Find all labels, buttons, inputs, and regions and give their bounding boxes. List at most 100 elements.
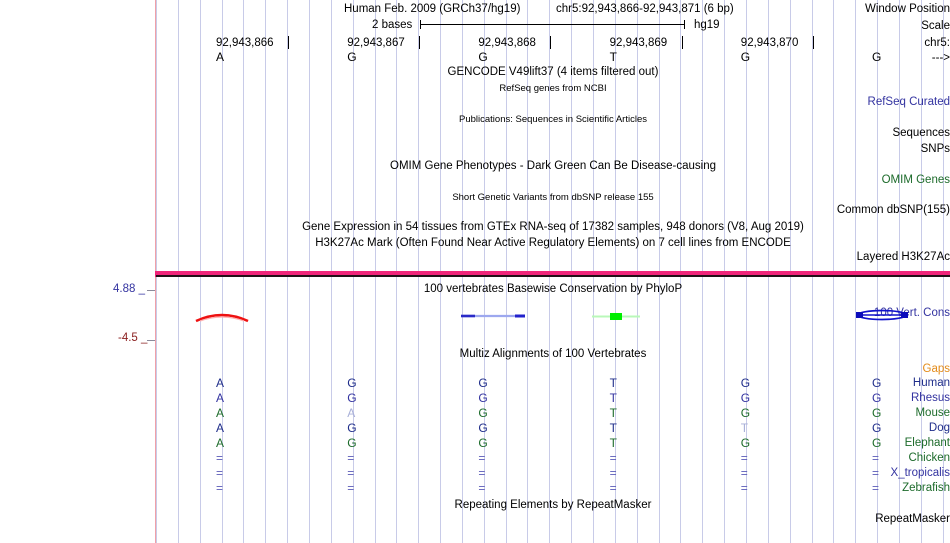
ruler-tick-mark bbox=[419, 36, 421, 49]
alignment-base: G bbox=[872, 406, 882, 420]
ruler-tick-label: 92,943,867 bbox=[347, 37, 405, 49]
track-title-refseq-ncbi[interactable]: RefSeq genes from NCBI bbox=[499, 83, 607, 94]
alignment-gap: = bbox=[347, 466, 355, 480]
ruler-tick-label: 92,943,870 bbox=[740, 37, 799, 49]
scale-bar-text: 2 bases bbox=[372, 19, 413, 31]
track-title-publications[interactable]: Publications: Sequences in Scientific Ar… bbox=[459, 114, 647, 125]
row-label-chrom: chr5: bbox=[924, 37, 950, 49]
ruler-tick-mark bbox=[812, 36, 814, 49]
alignment-base: G bbox=[478, 391, 488, 405]
row-label-scale: Scale bbox=[921, 20, 950, 32]
assembly-db-label: hg19 bbox=[694, 19, 720, 31]
alignment-base: T bbox=[609, 391, 617, 405]
alignment-base: A bbox=[216, 421, 225, 435]
row-label-100-vert-cons[interactable]: 100 Vert. Cons bbox=[873, 307, 950, 319]
alignment-base: G bbox=[872, 391, 882, 405]
reference-base: A bbox=[216, 50, 225, 64]
alignment-base: G bbox=[478, 436, 488, 450]
alignment-base: G bbox=[740, 436, 751, 450]
track-title-repeatmasker[interactable]: Repeating Elements by RepeatMasker bbox=[454, 499, 652, 511]
scale-bar bbox=[420, 20, 685, 29]
alignment-base: A bbox=[347, 406, 356, 420]
alignment-base: G bbox=[872, 421, 882, 435]
row-label-snps[interactable]: SNPs bbox=[920, 143, 950, 155]
ruler-tick-label: 92,943,869 bbox=[609, 37, 668, 49]
alignment-base: T bbox=[609, 376, 617, 390]
alignment-gap: = bbox=[347, 481, 355, 495]
track-title-phylop[interactable]: 100 vertebrates Basewise Conservation by… bbox=[423, 283, 683, 295]
species-label-human[interactable]: Human bbox=[912, 377, 950, 389]
species-label-elephant[interactable]: Elephant bbox=[904, 437, 950, 449]
species-label-chicken[interactable]: Chicken bbox=[908, 452, 950, 464]
row-label-gaps[interactable]: Gaps bbox=[922, 363, 950, 375]
alignment-base: G bbox=[347, 421, 357, 435]
cons-axis-min-value: -4.5 bbox=[118, 332, 138, 344]
alignment-base: G bbox=[740, 406, 751, 420]
alignment-gap: = bbox=[740, 466, 748, 480]
alignment-gap: = bbox=[740, 481, 748, 495]
alignment-base: T bbox=[740, 421, 749, 435]
cons-glyph-blue-ellipse bbox=[856, 309, 908, 321]
cons-glyph-green-block bbox=[592, 313, 640, 320]
track-title-omim[interactable]: OMIM Gene Phenotypes - Dark Green Can Be… bbox=[390, 160, 716, 172]
alignment-gap: = bbox=[478, 481, 486, 495]
alignment-base: T bbox=[609, 406, 617, 420]
alignment-base: G bbox=[740, 391, 751, 405]
alignment-gap: = bbox=[347, 451, 355, 465]
ruler-tick-label: 92,943,868 bbox=[478, 37, 536, 49]
cons-axis-max: 4.88 _ bbox=[113, 283, 145, 295]
ruler-tick-mark bbox=[681, 36, 683, 49]
row-label-sequences[interactable]: Sequences bbox=[892, 127, 950, 139]
track-title-gencode[interactable]: GENCODE V49lift37 (4 items filtered out) bbox=[447, 66, 659, 78]
alignment-gap: = bbox=[478, 451, 486, 465]
alignment-base: G bbox=[872, 376, 882, 390]
species-label-x_tropicalis[interactable]: X_tropicalis bbox=[890, 467, 950, 479]
track-title-multiz[interactable]: Multiz Alignments of 100 Vertebrates bbox=[459, 348, 647, 360]
alignment-gap: = bbox=[872, 481, 880, 495]
row-label-refseq-curated[interactable]: RefSeq Curated bbox=[867, 96, 950, 108]
cons-glyph-blue-line bbox=[461, 314, 525, 318]
alignment-base: G bbox=[740, 376, 751, 390]
species-label-zebrafish[interactable]: Zebrafish bbox=[902, 482, 950, 494]
reference-base: G bbox=[740, 50, 751, 64]
alignment-base: G bbox=[478, 376, 488, 390]
species-label-dog[interactable]: Dog bbox=[928, 422, 950, 434]
cons-glyph-red-arc bbox=[195, 313, 249, 323]
cons-axis-max-tick: _ bbox=[138, 283, 145, 295]
row-label-omim-genes[interactable]: OMIM Genes bbox=[881, 174, 950, 186]
alignment-gap: = bbox=[872, 466, 880, 480]
cons-axis-min-tick: _ bbox=[141, 332, 148, 344]
ruler-tick-label: 92,943,866 bbox=[216, 37, 274, 49]
reference-base: T bbox=[609, 50, 617, 64]
alignment-base: A bbox=[216, 391, 225, 405]
cons-axis-min: -4.5 _ bbox=[118, 332, 147, 344]
reference-base: G bbox=[347, 50, 357, 64]
track-title-dbsnp[interactable]: Short Genetic Variants from dbSNP releas… bbox=[452, 192, 654, 203]
locus-coordinates: chr5:92,943,866-92,943,871 (6 bp) bbox=[556, 3, 734, 15]
alignment-base: G bbox=[872, 436, 882, 450]
row-label-repeatmasker[interactable]: RepeatMasker bbox=[875, 513, 950, 525]
alignment-base: A bbox=[216, 406, 225, 420]
ruler-tick-mark bbox=[550, 36, 552, 49]
row-label-window-position: Window Position bbox=[864, 3, 950, 15]
cons-left-rule-top bbox=[147, 290, 155, 291]
alignment-gap: = bbox=[609, 466, 617, 480]
alignment-base: G bbox=[347, 376, 357, 390]
alignment-gap: = bbox=[740, 451, 748, 465]
row-label-common-dbsnp[interactable]: Common dbSNP(155) bbox=[836, 204, 950, 216]
track-title-h3k27ac[interactable]: H3K27Ac Mark (Often Found Near Active Re… bbox=[315, 237, 791, 249]
center-band-pink bbox=[156, 271, 950, 275]
species-label-rhesus[interactable]: Rhesus bbox=[911, 392, 950, 404]
track-title-gtex[interactable]: Gene Expression in 54 tissues from GTEx … bbox=[302, 221, 804, 233]
alignment-gap: = bbox=[609, 451, 617, 465]
reference-base: G bbox=[478, 50, 488, 64]
alignment-base: G bbox=[347, 391, 357, 405]
species-label-mouse[interactable]: Mouse bbox=[915, 407, 950, 419]
alignment-base: G bbox=[478, 421, 488, 435]
conservation-glyph-layer[interactable] bbox=[156, 296, 950, 342]
cons-axis-max-value: 4.88 bbox=[113, 283, 136, 295]
alignment-gap: = bbox=[216, 466, 224, 480]
row-label-layered-h3k27ac[interactable]: Layered H3K27Ac bbox=[856, 251, 950, 263]
alignment-gap: = bbox=[478, 466, 486, 480]
